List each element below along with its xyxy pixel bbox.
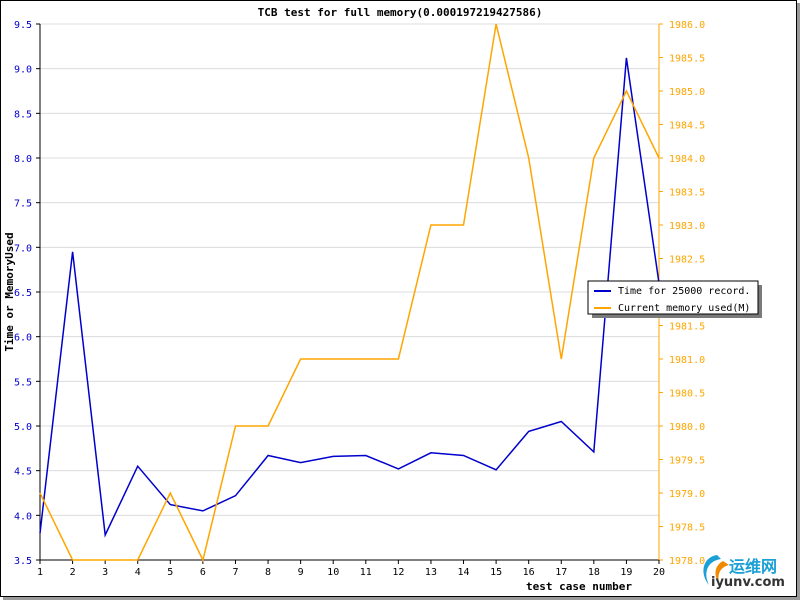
left-y-ticks: 3.5 4.0 4.5 5.0 5.5 6.0 6.5 7.0 7.5 8.0 8.5 9.0 9.5 (14, 20, 40, 567)
right-tick-label: 1982.5 (669, 255, 705, 266)
x-tick-label: 17 (555, 567, 567, 578)
legend-box (587, 280, 759, 315)
x-tick-label: 18 (588, 567, 600, 578)
x-tick-label: 13 (425, 567, 437, 578)
x-tick-label: 14 (458, 567, 470, 578)
x-tick-label: 8 (265, 567, 271, 578)
right-tick-label: 1985.0 (669, 87, 705, 98)
chart-title: TCB test for full memory(0.0001972194275… (258, 6, 543, 19)
legend-label-memory: Current memory used(M) (618, 303, 750, 314)
watermark-url: iyunv.com (711, 575, 785, 590)
series-lines (39, 23, 660, 563)
gridlines (40, 23, 659, 561)
left-tick-label: 7.5 (14, 199, 32, 210)
left-tick-label: 8.0 (14, 154, 32, 165)
left-tick-label: 5.5 (14, 377, 32, 388)
watermark-logo: 运维网 iyunv.com (697, 551, 797, 595)
right-tick-label: 1984.5 (669, 121, 705, 132)
x-tick-label: 11 (360, 567, 372, 578)
right-tick-label: 1981.0 (669, 355, 705, 366)
x-tick-label: 6 (200, 567, 206, 578)
x-tick-label: 2 (70, 567, 76, 578)
series-line-memory (39, 23, 660, 563)
left-tick-label: 9.5 (14, 20, 32, 31)
x-tick-label: 4 (135, 567, 141, 578)
x-tick-label: 3 (102, 567, 108, 578)
left-tick-label: 6.0 (14, 333, 32, 344)
x-tick-label: 1 (37, 567, 43, 578)
x-ticks: 1 2 3 4 5 6 7 8 9 10 11 12 13 14 15 16 17 18 19 20 (37, 560, 665, 578)
right-tick-label: 1986.0 (669, 20, 705, 31)
x-tick-label: 10 (327, 567, 339, 578)
right-tick-label: 1985.5 (669, 54, 705, 65)
y-axis-title: Time or MemoryUsed (3, 232, 16, 351)
left-tick-label: 5.0 (14, 422, 32, 433)
right-tick-label: 1979.0 (669, 489, 705, 500)
right-tick-label: 1981.5 (669, 322, 705, 333)
right-tick-label: 1979.5 (669, 456, 705, 467)
left-tick-label: 6.5 (14, 288, 32, 299)
left-tick-label: 9.0 (14, 65, 32, 76)
right-tick-label: 1978.5 (669, 523, 705, 534)
right-tick-label: 1980.0 (669, 422, 705, 433)
left-tick-label: 4.5 (14, 467, 32, 478)
right-tick-label: 1978.0 (669, 556, 705, 567)
x-tick-label: 7 (232, 567, 238, 578)
x-tick-label: 15 (490, 567, 502, 578)
left-tick-label: 7.0 (14, 243, 32, 254)
x-tick-label: 16 (523, 567, 535, 578)
left-tick-label: 8.5 (14, 109, 32, 120)
left-tick-label: 4.0 (14, 511, 32, 522)
x-tick-label: 12 (392, 567, 404, 578)
right-tick-label: 1984.0 (669, 154, 705, 165)
watermark-text: 运维网 (729, 557, 778, 576)
right-tick-label: 1983.5 (669, 188, 705, 199)
watermark-icon (703, 555, 729, 585)
x-tick-label: 5 (167, 567, 173, 578)
right-tick-label: 1983.0 (669, 221, 705, 232)
series-line-time (39, 57, 660, 538)
right-tick-label: 1980.5 (669, 389, 705, 400)
x-axis-title: test case number (526, 580, 632, 593)
left-tick-label: 3.5 (14, 556, 32, 567)
x-tick-label: 19 (620, 567, 632, 578)
x-tick-label: 9 (298, 567, 304, 578)
legend-label-time: Time for 25000 record. (618, 286, 750, 297)
legend: Time for 25000 record. Current memory us… (587, 280, 762, 318)
x-tick-label: 20 (653, 567, 665, 578)
